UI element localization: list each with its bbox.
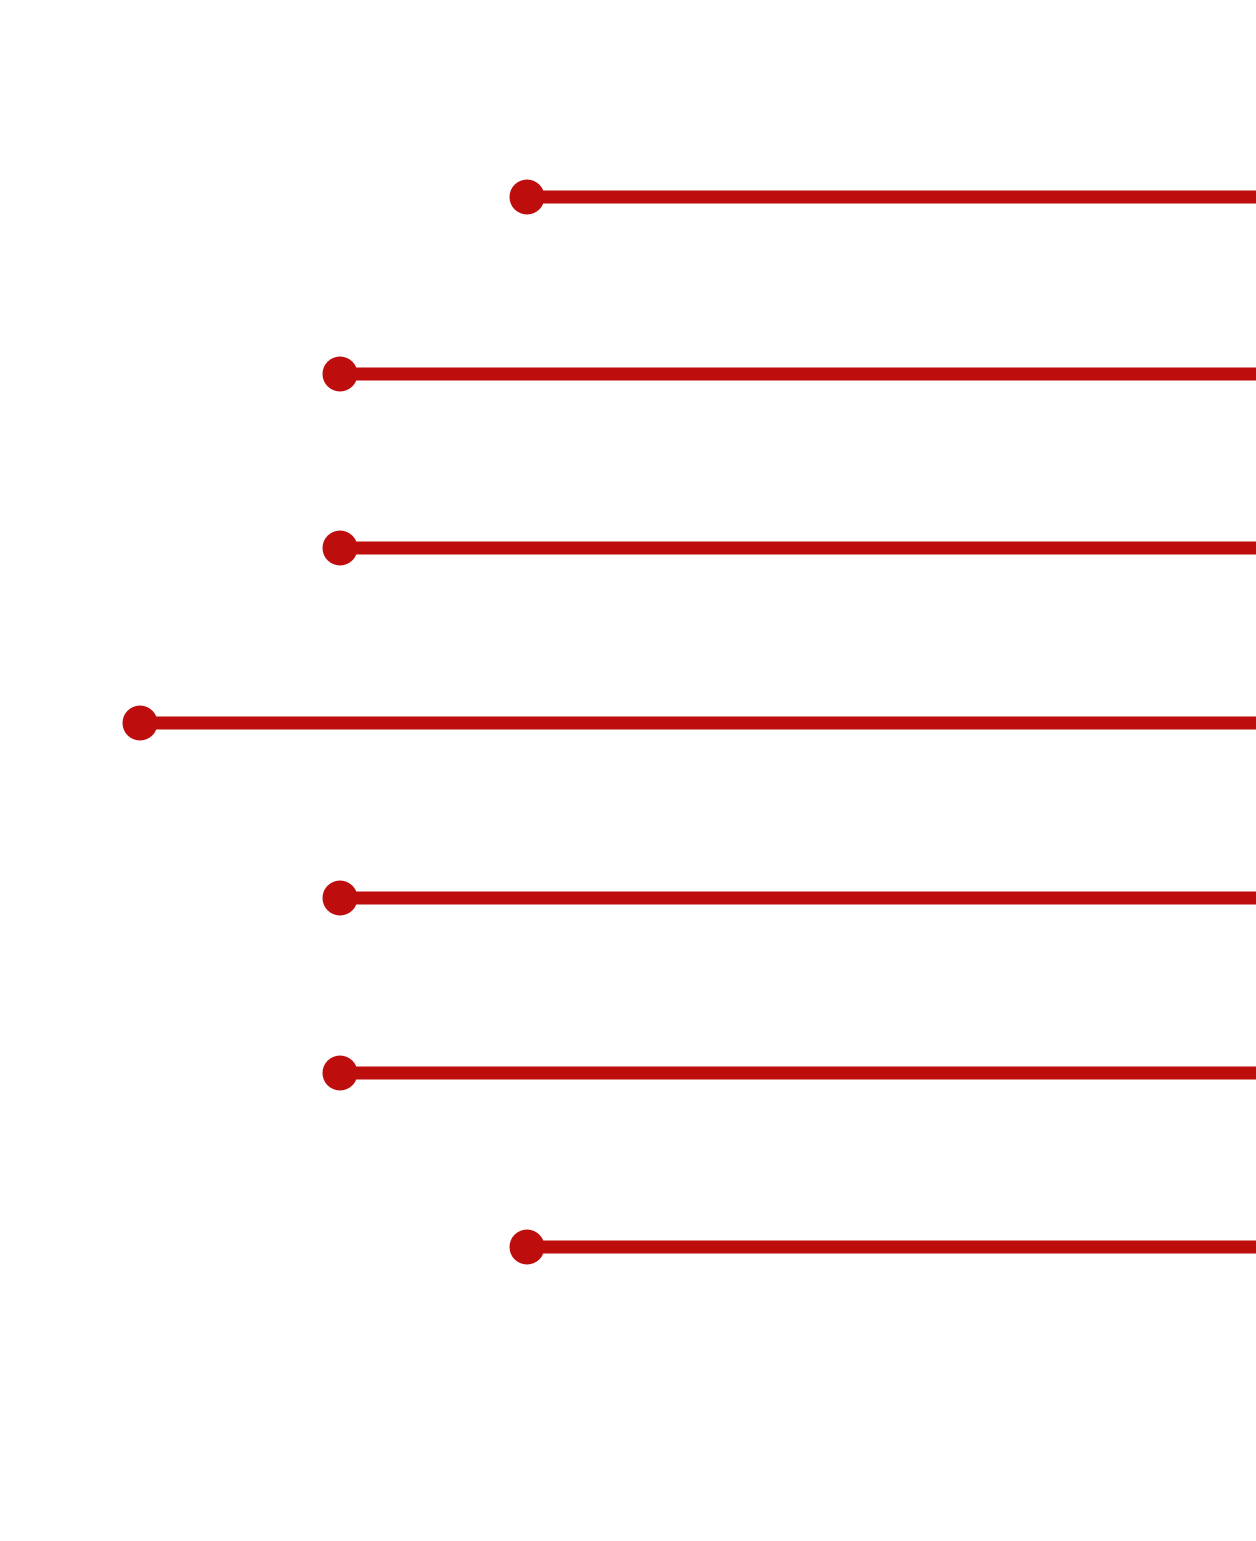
lollipop-marker [509,179,545,215]
stems-group [140,190,1256,1254]
lollipop-marker [322,880,358,916]
lollipop-marker [322,356,358,392]
lollipop-marker [322,530,358,566]
lollipop-marker [122,705,158,741]
lollipop-marker [322,1055,358,1091]
markers-group [122,179,545,1265]
lollipop-marker [509,1229,545,1265]
